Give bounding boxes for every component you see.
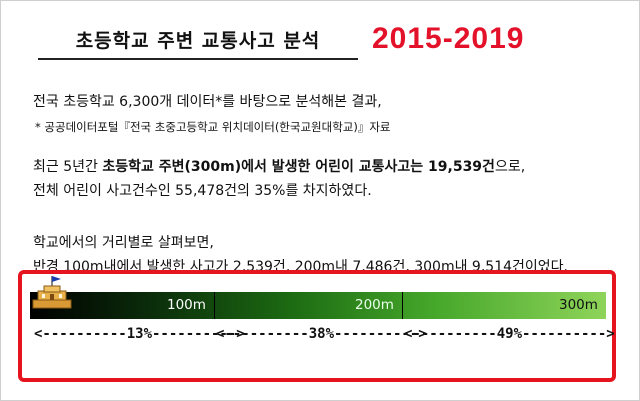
share-200-300m: <----------49%----------> bbox=[404, 326, 615, 342]
label-200m: 200m bbox=[355, 297, 394, 313]
summary-prefix: 최근 5년간 bbox=[33, 159, 103, 175]
label-300m: 300m bbox=[559, 297, 598, 313]
distance-intro: 학교에서의 거리별로 살펴보면, bbox=[33, 235, 214, 251]
share-0-100m: <----------13%----------> bbox=[34, 326, 245, 342]
highlight-box bbox=[18, 270, 616, 382]
share-row: <----------13%----------> <----------38%… bbox=[30, 326, 615, 350]
tick-200m bbox=[402, 292, 403, 319]
summary-line-2: 전체 어린이 사고건수인 55,478건의 35%를 차지하였다. bbox=[33, 183, 372, 199]
school-flag-icon bbox=[32, 276, 72, 309]
year-range: 2015-2019 bbox=[372, 22, 525, 55]
page-title: 초등학교 주변 교통사고 분석 bbox=[75, 30, 321, 52]
title-underline bbox=[38, 58, 358, 60]
share-100-200m: <----------38%----------> bbox=[216, 326, 427, 342]
footnote-text: * 공공데이터포털『전국 초중고등학교 위치데이터(한국교원대학교)』자료 bbox=[35, 120, 391, 134]
distance-gradient-bar bbox=[30, 292, 606, 319]
summary-suffix: 으로, bbox=[494, 159, 526, 175]
summary-bold: 초등학교 주변(300m)에서 발생한 어린이 교통사고는 19,539건 bbox=[102, 159, 495, 175]
summary-line-1: 최근 5년간 초등학교 주변(300m)에서 발생한 어린이 교통사고는 19,… bbox=[33, 156, 525, 176]
tick-100m bbox=[214, 292, 215, 319]
label-100m: 100m bbox=[167, 297, 206, 313]
intro-text: 전국 초등학교 6,300개 데이터*를 바탕으로 분석해본 결과, bbox=[33, 94, 382, 110]
title-row: 초등학교 주변 교통사고 분석 bbox=[38, 26, 358, 60]
